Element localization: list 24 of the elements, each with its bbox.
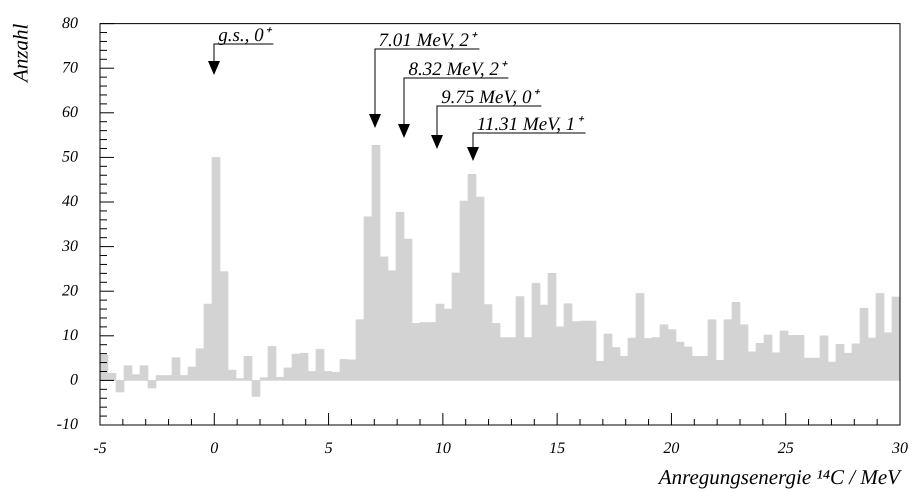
y-tick-label: 60 [62,104,78,122]
x-tick-label: 15 [549,440,566,457]
x-axis-title: Anregungsenergie ¹⁴C / MeV [656,465,902,490]
x-tick-label: 10 [434,440,451,457]
ref-line-label: 9.75 MeV, 0⁺ [441,87,541,108]
y-tick-label: -10 [56,416,78,434]
y-tick-label: 50 [62,148,78,166]
ref-line-label: 8.32 MeV, 2⁺ [408,59,508,80]
x-tick-label: 0 [210,440,218,457]
y-tick-label: 80 [62,14,78,32]
y-tick-label: 20 [62,282,78,300]
x-tick-label: -5 [93,440,107,457]
y-tick-label: 0 [70,372,78,389]
x-tick-label: 5 [324,440,333,457]
x-tick-label: 30 [891,440,908,457]
y-tick-label: 40 [62,193,78,210]
x-tick-label: 20 [663,440,680,457]
ref-line-label: 11.31 MeV, 1⁺ [476,114,584,135]
y-tick-label: 70 [62,59,78,76]
y-axis-title: Anzahl [8,23,33,84]
y-tick-label: 30 [61,238,78,255]
x-tick-label: 25 [778,440,794,457]
y-tick-label: 10 [62,327,78,344]
ref-line-label: 7.01 MeV, 2⁺ [378,30,478,51]
